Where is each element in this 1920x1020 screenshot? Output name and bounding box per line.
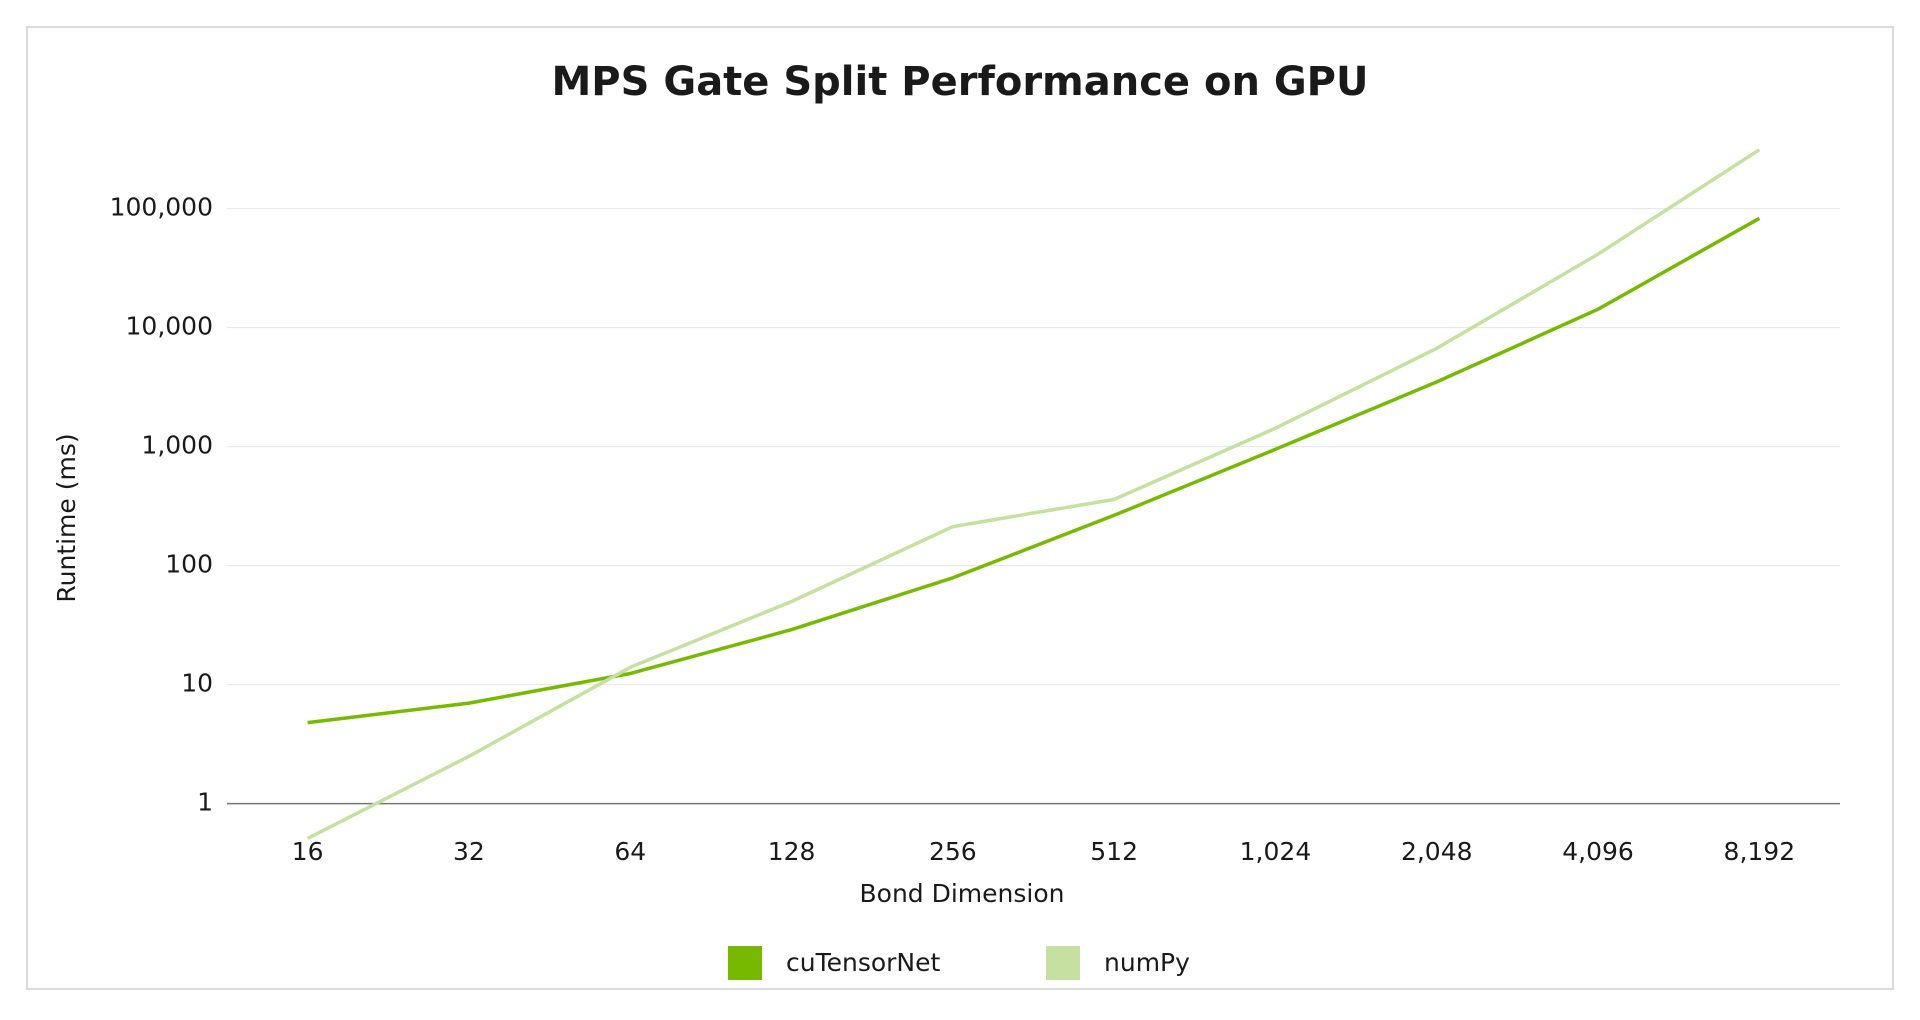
x-tick-label: 8,192 — [1724, 837, 1796, 866]
legend-label: cuTensorNet — [786, 948, 941, 977]
chart-border — [26, 26, 1894, 990]
x-axis-title: Bond Dimension — [860, 879, 1065, 908]
x-tick-label: 512 — [1090, 837, 1138, 866]
x-tick-label: 4,096 — [1562, 837, 1634, 866]
x-tick-label: 256 — [929, 837, 977, 866]
legend-swatch — [728, 946, 762, 980]
series-line — [307, 216, 1761, 725]
y-axis-title: Runtime (ms) — [52, 433, 81, 602]
y-tick-label: 1 — [197, 788, 213, 817]
y-tick-label: 1,000 — [141, 431, 213, 460]
x-tick-label: 64 — [614, 837, 646, 866]
y-tick-label: 100,000 — [110, 193, 213, 222]
legend-label: numPy — [1104, 948, 1190, 977]
series-line — [306, 148, 1761, 840]
x-tick-label: 128 — [768, 837, 816, 866]
y-tick-label: 100 — [165, 550, 213, 579]
chart-title: MPS Gate Split Performance on GPU — [552, 59, 1369, 105]
x-tick-label: 32 — [453, 837, 485, 866]
y-tick-label: 10,000 — [126, 312, 213, 341]
legend-swatch — [1046, 946, 1080, 980]
x-tick-label: 1,024 — [1240, 837, 1312, 866]
y-tick-label: 10 — [181, 669, 213, 698]
x-tick-label: 2,048 — [1401, 837, 1473, 866]
x-tick-label: 16 — [292, 837, 324, 866]
